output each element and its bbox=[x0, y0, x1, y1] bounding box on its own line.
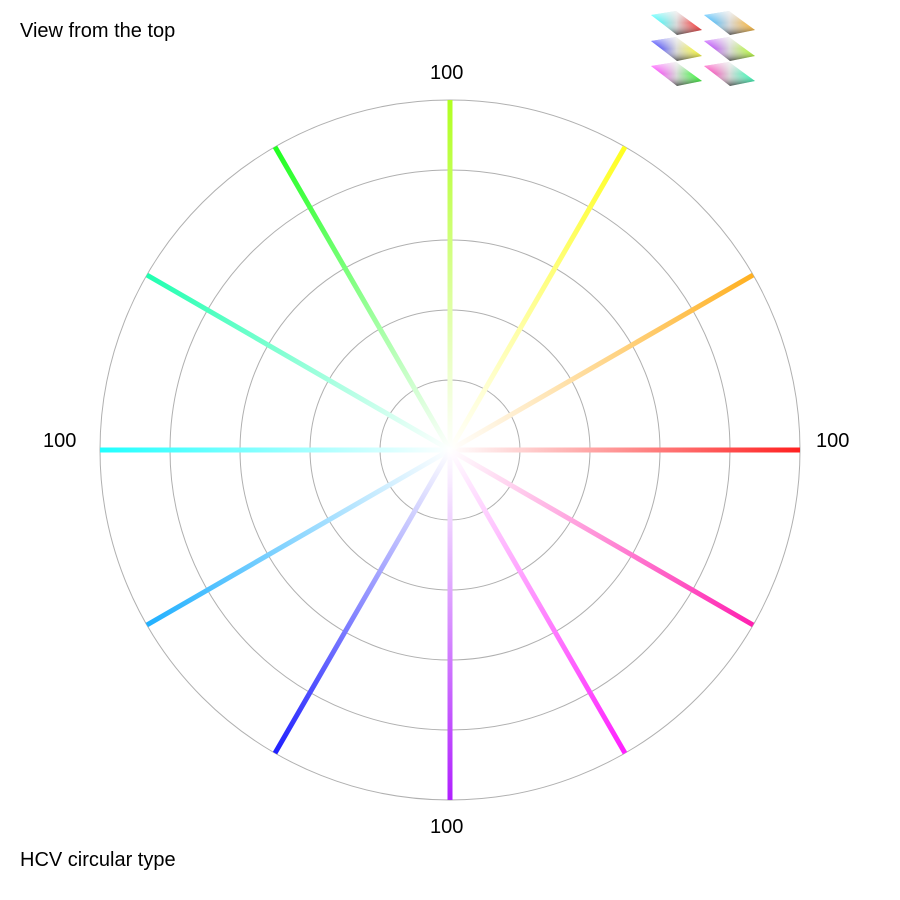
thumbnail-1 bbox=[651, 11, 702, 35]
hue-ray-120 bbox=[272, 145, 453, 452]
top-view-label: View from the top bbox=[20, 20, 176, 42]
thumbnail-6 bbox=[704, 62, 755, 86]
hue-ray-30 bbox=[448, 272, 755, 453]
hue-ray-60 bbox=[447, 145, 628, 452]
thumbnail-5 bbox=[651, 62, 702, 86]
hue-rays bbox=[100, 100, 800, 800]
axis-label-left: 100 bbox=[43, 430, 77, 452]
thumbnail-4 bbox=[704, 37, 755, 61]
hue-ray-210 bbox=[145, 447, 452, 628]
hue-ray-150 bbox=[145, 272, 452, 453]
hue-ray-330 bbox=[448, 447, 755, 628]
axis-label-bottom: 100 bbox=[430, 816, 464, 838]
thumbnail-3 bbox=[651, 37, 702, 61]
hue-ray-300 bbox=[447, 448, 628, 755]
view-thumbnails bbox=[651, 11, 755, 86]
thumbnail-2 bbox=[704, 11, 755, 35]
axis-label-top: 100 bbox=[430, 62, 464, 84]
chart-type-label: HCV circular type bbox=[20, 849, 176, 871]
axis-label-right: 100 bbox=[816, 430, 850, 452]
hue-ray-240 bbox=[272, 448, 453, 755]
